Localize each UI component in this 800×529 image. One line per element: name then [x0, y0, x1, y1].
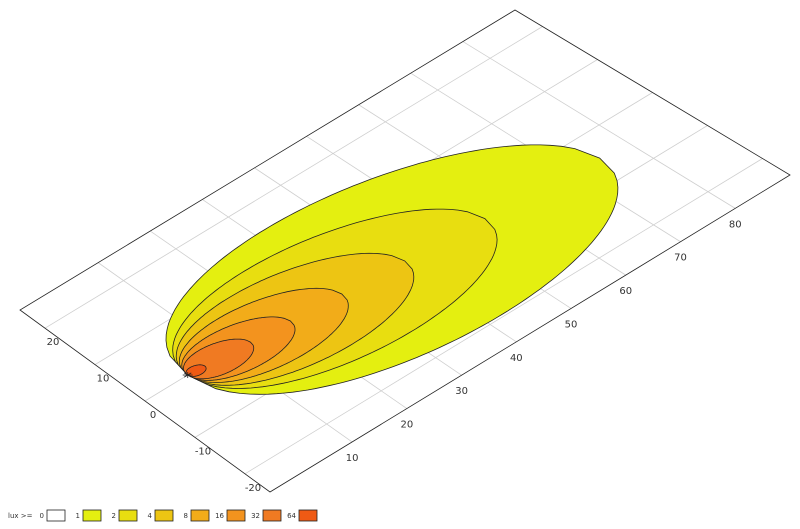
legend-label: 2: [112, 512, 116, 520]
legend-label: 1: [76, 512, 80, 520]
legend-swatch: [154, 509, 174, 522]
grid-line: [44, 26, 543, 329]
legend-swatch: [82, 509, 102, 522]
x-tick-label: 40: [510, 353, 523, 364]
legend-label: 64: [287, 512, 296, 520]
legend-label: 16: [215, 512, 224, 520]
y-tick-label: -20: [245, 483, 261, 494]
x-tick-label: 60: [619, 286, 632, 297]
legend: lux >= 0 1 2 4 8 16 32 64: [8, 509, 318, 522]
legend-label: 0: [40, 512, 44, 520]
legend-swatch: [118, 509, 138, 522]
y-tick-label: -10: [195, 446, 211, 457]
x-tick-label: 50: [565, 319, 578, 330]
legend-label: 8: [184, 512, 188, 520]
legend-swatch: [262, 509, 282, 522]
plane-outline: [19, 9, 791, 493]
source-marker: [183, 372, 192, 378]
y-tick-label: 0: [150, 410, 156, 421]
x-tick-label: 30: [455, 386, 468, 397]
legend-swatch: [46, 509, 66, 522]
legend-swatch: [190, 509, 210, 522]
x-tick-label: 20: [400, 420, 413, 431]
y-tick-label: 10: [97, 374, 110, 385]
x-tick-label: 70: [674, 253, 687, 264]
legend-title: lux >=: [8, 512, 33, 520]
x-tick-label: 10: [346, 453, 359, 464]
x-tick-label: 80: [729, 219, 742, 230]
legend-swatch: [226, 509, 246, 522]
legend-swatch: [298, 509, 318, 522]
y-tick-label: 20: [47, 337, 60, 348]
grid-line: [244, 158, 763, 475]
legend-label: 4: [148, 512, 153, 520]
contour: [185, 364, 207, 377]
legend-label: 32: [251, 512, 260, 520]
